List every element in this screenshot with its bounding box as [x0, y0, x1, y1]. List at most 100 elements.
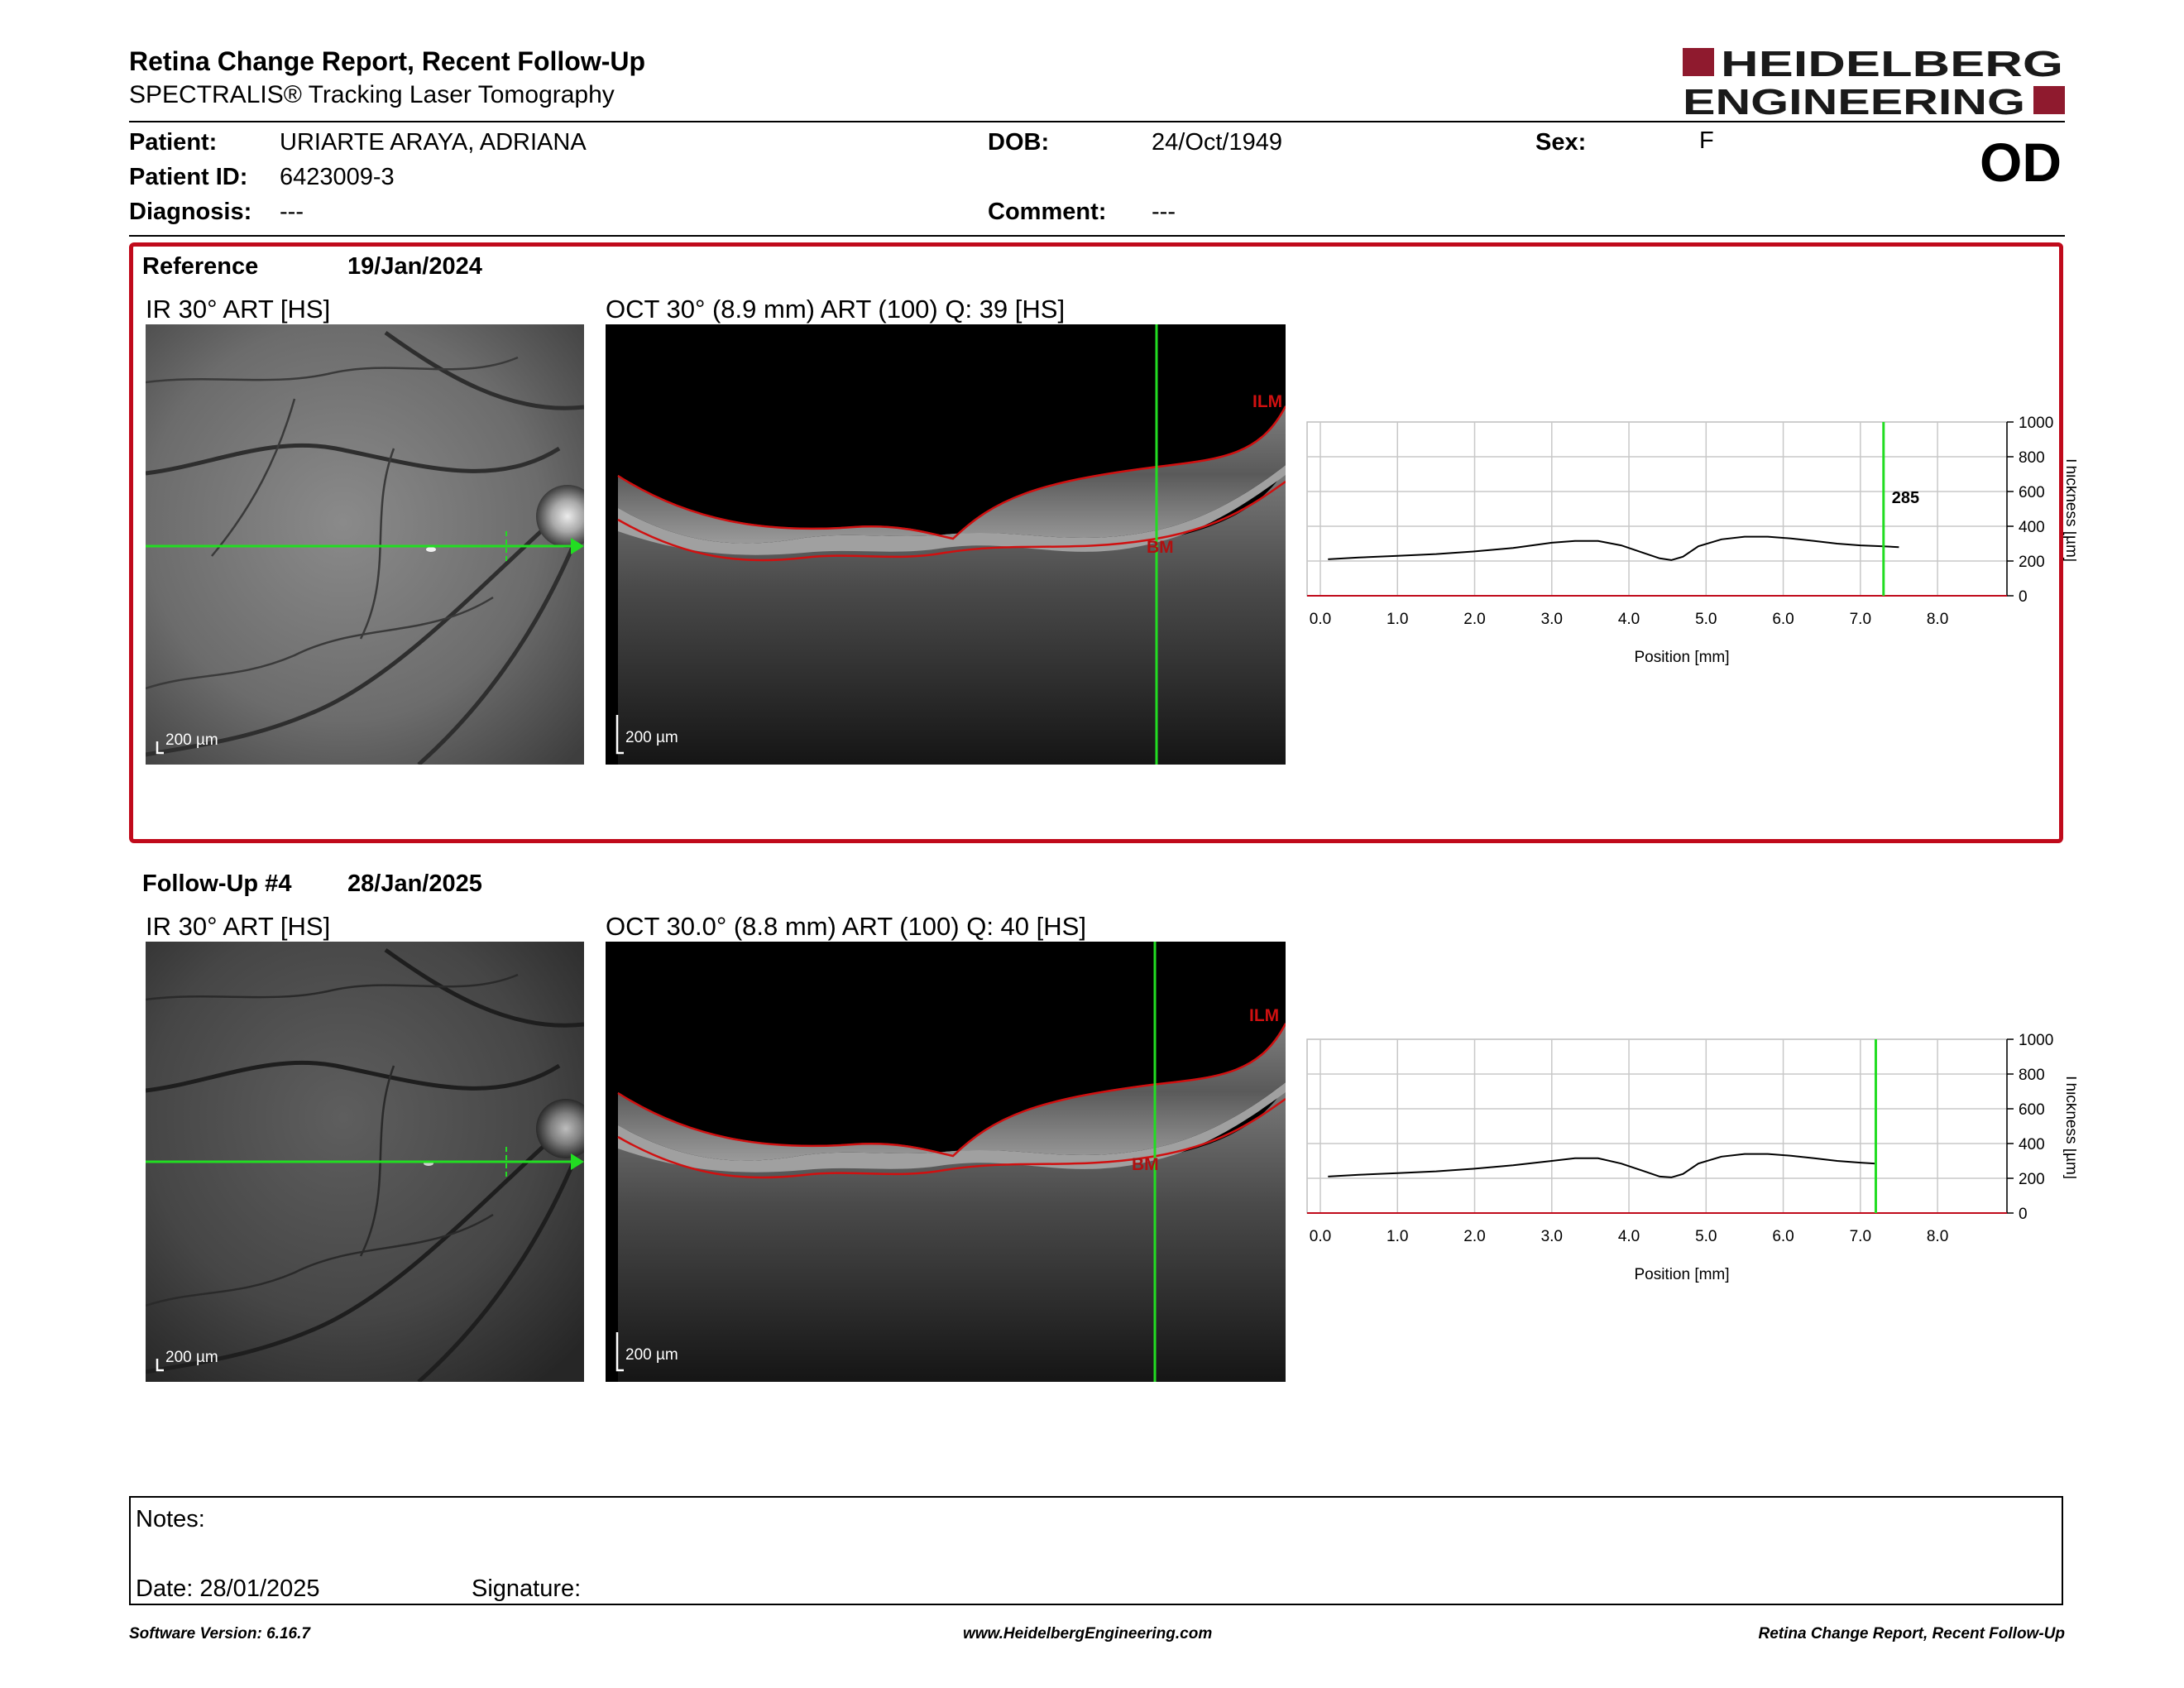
y-tick-label: 1000: [2019, 415, 2053, 432]
x-tick-label: 6.0: [1772, 1228, 1794, 1245]
reference-ir-title: IR 30° ART [HS]: [146, 295, 331, 324]
cursor-value-label: 285: [1892, 489, 1919, 507]
y-tick-label: 800: [2019, 1067, 2045, 1084]
ilm-label: ILM: [1252, 392, 1282, 411]
logo-line2: ENGINEERING: [1683, 82, 2025, 117]
comment-label: Comment:: [988, 199, 1107, 225]
sex-label: Sex:: [1535, 129, 1587, 156]
y-tick-label: 0: [2019, 1206, 2028, 1223]
heidelberg-logo: HEIDELBERG ENGINEERING: [1683, 44, 2065, 122]
diagnosis-value: ---: [280, 199, 304, 225]
info-divider: [129, 235, 2065, 237]
reference-oct-image[interactable]: ILM BM 200 µm: [606, 324, 1286, 765]
x-axis-label: Position [mm]: [1634, 649, 1729, 666]
x-tick-label: 5.0: [1695, 1228, 1717, 1245]
followup-date: 28/Jan/2025: [347, 870, 482, 897]
patient-name: URIARTE ARAYA, ADRIANA: [280, 129, 587, 156]
plot-area: [1306, 1038, 2008, 1214]
comment-value: ---: [1152, 199, 1176, 225]
reference-date: 19/Jan/2024: [347, 253, 482, 280]
x-tick-label: 6.0: [1772, 611, 1794, 628]
x-tick-label: 4.0: [1618, 611, 1640, 628]
ilm-label: ILM: [1249, 1006, 1279, 1025]
followup-thickness-chart: 0.0 1.0 2.0 3.0 4.0 5.0 6.0 7.0 8.0 0 200 400 600 800…: [1291, 1023, 2076, 1296]
x-tick-label: 2.0: [1463, 1228, 1485, 1245]
diagnosis-label: Diagnosis:: [129, 199, 252, 225]
y-tick-label: 400: [2019, 1136, 2045, 1153]
report-title: Retina Change Report, Recent Follow-Up: [129, 46, 646, 76]
bm-segmentation-line: [617, 480, 1286, 562]
y-tick-label: 200: [2019, 1171, 2045, 1188]
sex-value: F: [1699, 127, 1714, 154]
optic-disc: [536, 485, 584, 548]
thickness-series-line: [1328, 535, 1899, 561]
followup-oct-scale: 200 µm: [625, 1346, 678, 1364]
x-tick-label: 7.0: [1850, 1228, 1871, 1245]
ilm-segmentation-line: [617, 1023, 1286, 1158]
scale-bar-icon: [156, 1359, 164, 1372]
y-axis-label: Thickness [µm]: [2062, 1073, 2076, 1179]
x-tick-label: 7.0: [1850, 611, 1871, 628]
oct-scale-bar-icon: [615, 715, 624, 755]
x-tick-label: 3.0: [1541, 1228, 1563, 1245]
y-tick-label: 1000: [2019, 1032, 2053, 1049]
scan-direction-arrow-icon: [571, 1153, 584, 1170]
x-tick-label: 0.0: [1310, 1228, 1331, 1245]
plot-area: [1306, 421, 2008, 597]
footer-url[interactable]: www.HeidelbergEngineering.com: [963, 1625, 1213, 1642]
followup-ir-title: IR 30° ART [HS]: [146, 912, 331, 941]
reference-frame: [129, 242, 2063, 843]
y-tick-label: 400: [2019, 519, 2045, 536]
followup-ir-scale: 200 µm: [165, 1349, 218, 1366]
x-tick-label: 1.0: [1387, 1228, 1408, 1245]
x-tick-label: 5.0: [1695, 611, 1717, 628]
dob-label: DOB:: [988, 129, 1050, 156]
patient-id: 6423009-3: [280, 164, 395, 190]
reference-ir-image[interactable]: 200 µm: [146, 324, 584, 765]
header-divider: [129, 121, 2065, 122]
notes-box[interactable]: [129, 1496, 2063, 1605]
footer-report-name: Retina Change Report, Recent Follow-Up: [1758, 1625, 2065, 1642]
patient-label: Patient:: [129, 129, 218, 156]
y-tick-label: 200: [2019, 554, 2045, 571]
signature-label: Signature:: [472, 1575, 582, 1602]
eye-indicator: OD: [1980, 132, 2062, 193]
reference-thickness-chart: 0.0 1.0 2.0 3.0 4.0 5.0 6.0 7.0 8.0 0 200 400 600 800…: [1291, 405, 2076, 679]
x-axis-label: Position [mm]: [1634, 1266, 1729, 1283]
x-tick-label: 0.0: [1310, 611, 1331, 628]
thickness-series-line: [1328, 1153, 1876, 1178]
bm-label: BM: [1132, 1155, 1159, 1174]
footer-version: Software Version: 6.16.7: [129, 1625, 310, 1642]
optic-disc: [536, 1099, 584, 1158]
y-tick-label: 600: [2019, 1101, 2045, 1119]
scale-bar-icon: [156, 741, 164, 755]
x-tick-label: 3.0: [1541, 611, 1563, 628]
dob-value: 24/Oct/1949: [1152, 129, 1282, 156]
bm-label: BM: [1147, 538, 1174, 557]
notes-date: Date: 28/01/2025: [136, 1575, 320, 1602]
y-tick-label: 0: [2019, 588, 2028, 606]
followup-oct-title: OCT 30.0° (8.8 mm) ART (100) Q: 40 [HS]: [606, 912, 1086, 941]
x-tick-label: 2.0: [1463, 611, 1485, 628]
x-tick-label: 4.0: [1618, 1228, 1640, 1245]
bm-segmentation-line: [617, 1097, 1286, 1179]
reference-label: Reference: [142, 253, 259, 280]
report-subtitle: SPECTRALIS® Tracking Laser Tomography: [129, 81, 615, 108]
followup-ir-image[interactable]: 200 µm: [146, 942, 584, 1382]
ilm-segmentation-line: [617, 405, 1286, 540]
x-tick-label: 8.0: [1927, 1228, 1948, 1245]
logo-line1: HEIDELBERG: [1721, 45, 2063, 84]
y-tick-label: 600: [2019, 484, 2045, 501]
reference-oct-title: OCT 30° (8.9 mm) ART (100) Q: 39 [HS]: [606, 295, 1066, 324]
followup-oct-image[interactable]: ILM BM 200 µm: [606, 942, 1286, 1382]
y-axis-label: Thickness [µm]: [2062, 456, 2076, 562]
oct-scale-bar-icon: [615, 1332, 624, 1372]
x-tick-label: 8.0: [1927, 611, 1948, 628]
scan-direction-arrow-icon: [571, 538, 584, 554]
followup-label: Follow-Up #4: [142, 870, 292, 897]
patient-id-label: Patient ID:: [129, 164, 248, 190]
x-tick-label: 1.0: [1387, 611, 1408, 628]
notes-label: Notes:: [136, 1506, 205, 1532]
reference-oct-scale: 200 µm: [625, 729, 678, 746]
reference-ir-scale: 200 µm: [165, 731, 218, 749]
